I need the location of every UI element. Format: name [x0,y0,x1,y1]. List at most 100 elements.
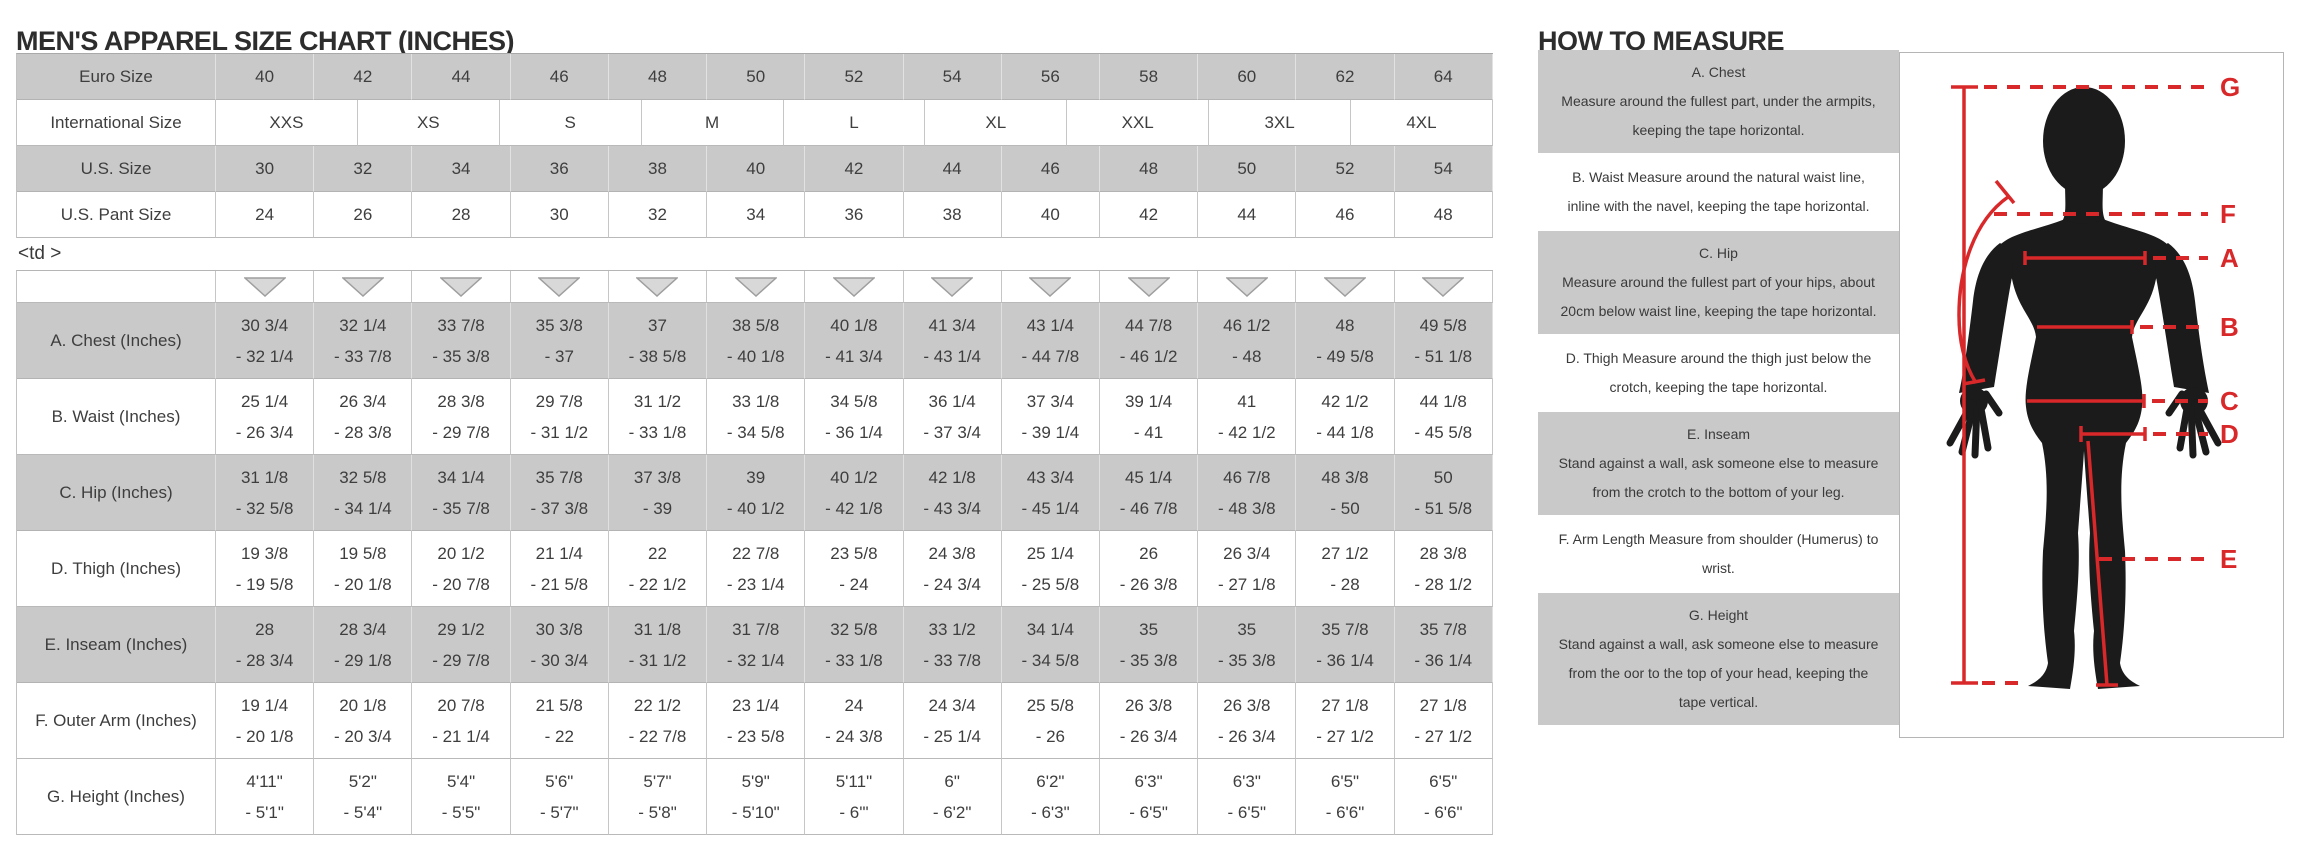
size-cell: 44 [903,146,1002,192]
measure-item-d: D. Thigh Measure around the thigh just b… [1538,336,1899,410]
range-cell: 37 - 38 5/8 [608,303,708,379]
range-cell: 6" - 6'2" [903,759,1002,835]
row-label: U.S. Size [17,146,216,192]
range-from: 26 [1139,543,1159,563]
range-cell: 4'11" - 5'1" [216,759,315,835]
size-conversion-table: Euro Size 40 42 44 46 48 50 52 54 56 58 60 62 64 Inter… [16,53,1493,238]
header-icon-cell [1001,271,1100,303]
range-cell: 34 5/8 - 36 1/4 [805,379,904,455]
size-cell: 3XL [1209,100,1351,146]
size-cell: 36 [510,146,609,192]
range-to: - 45 1/4 [1021,498,1080,518]
range-from: 39 [746,467,766,487]
range-from: 37 3/4 [1026,391,1074,411]
size-cell: 40 [216,54,315,100]
range-from: 32 5/8 [830,619,878,639]
range-cell: 24 3/4 - 25 1/4 [903,683,1002,759]
range-from: 32 5/8 [339,467,387,487]
size-cell: 48 [1099,146,1199,192]
range-cell: 26 3/8 - 26 3/4 [1198,683,1297,759]
range-from: 35 [1139,619,1159,639]
range-to: - 35 7/8 [432,498,490,518]
range-to: - 39 [642,498,673,518]
range-cell: 20 7/8 - 21 1/4 [412,683,511,759]
dashed-guides [1982,85,2210,685]
chevron-down-icon [1127,276,1170,297]
range-from: 37 [648,315,667,335]
header-icon-cell [707,271,806,303]
size-cell: 44 [1198,192,1297,238]
range-to: - 40 1/8 [726,346,785,366]
range-to: - 48 [1232,346,1262,366]
row-label: International Size [17,100,216,146]
range-cell: 33 7/8 - 35 3/8 [412,303,511,379]
range-to: - 28 1/2 [1414,574,1473,594]
measure-item-c: C. Hip Measure around the fullest part o… [1538,231,1899,334]
range-from: 31 1/2 [633,391,682,411]
range-cell: 28 3/4 - 29 1/8 [314,607,413,683]
range-from: 35 3/8 [535,315,583,335]
size-cell: 46 [510,54,609,100]
range-from: 28 3/8 [1419,543,1467,563]
range-from: 43 1/4 [1026,315,1074,335]
range-cell: 27 1/8 - 27 1/2 [1296,683,1395,759]
range-cell: 29 7/8 - 31 1/2 [510,379,609,455]
size-cell: 44 [412,54,511,100]
range-to: - 49 5/8 [1316,346,1374,366]
range-to: - 44 7/8 [1021,346,1080,366]
head [2043,87,2125,195]
range-to: - 5'8" [638,802,677,822]
range-cell: 6'3" - 6'5" [1198,759,1297,835]
range-from: 6'3" [1134,771,1163,791]
range-from: 26 3/8 [1223,695,1271,715]
range-from: 34 1/4 [1026,619,1074,639]
size-cell: 62 [1296,54,1395,100]
range-from: 35 7/8 [535,467,583,487]
chevron-down-icon [440,276,483,297]
range-to: - 36 1/4 [1316,650,1374,670]
range-cell: 39 - 40 1/2 [707,455,806,531]
range-from: 37 3/8 [633,467,682,487]
range-cell: 27 1/8 - 27 1/2 [1394,683,1493,759]
size-cell: 30 [216,146,315,192]
range-cell: 20 1/2 - 20 7/8 [412,531,511,607]
size-cell: L [783,100,926,146]
torso-legs [1998,219,2170,689]
range-cell: 40 1/2 - 42 1/8 [805,455,904,531]
range-from: 6'5" [1429,771,1458,791]
range-from: 26 3/4 [1223,543,1271,563]
range-cell: 36 1/4 - 37 3/4 [903,379,1002,455]
range-from: 33 7/8 [437,315,485,335]
range-from: 24 [844,695,864,715]
range-from: 30 3/4 [240,315,289,335]
range-cell: 26 3/4 - 28 3/8 [314,379,413,455]
range-from: 31 1/8 [240,467,289,487]
range-to: - 27 1/2 [1316,726,1374,746]
range-from: 5'11" [835,771,873,791]
range-cell: 28 - 28 3/4 [216,607,315,683]
range-from: 22 1/2 [633,695,682,715]
size-row-u-s-pant-size: U.S. Pant Size 24 26 28 30 32 34 36 38 40 42 44 46 48 [17,192,1493,238]
range-cell: 42 1/2 - 44 1/8 [1296,379,1395,455]
range-to: - 42 1/2 [1217,422,1276,442]
range-from: 49 5/8 [1419,315,1467,335]
solid-measure-bars [2023,251,2147,442]
chevron-down-icon [734,276,777,297]
header-icon-cell [1394,271,1493,303]
range-cell: 44 7/8 - 46 1/2 [1099,303,1199,379]
chevron-down-icon [1029,276,1072,297]
range-cell: 30 3/4 - 32 1/4 [216,303,315,379]
range-cell: 31 7/8 - 32 1/4 [707,607,806,683]
range-cell: 25 1/4 - 26 3/4 [216,379,315,455]
range-from: 40 1/8 [830,315,878,335]
chevron-down-icon [243,276,286,297]
size-chart-title: MEN'S APPAREL SIZE CHART (INCHES) [16,26,514,57]
stray-td-text: <td > [18,243,62,264]
range-to: - 48 3/8 [1217,498,1276,518]
left-arm [1959,243,2013,393]
range-from: 28 3/4 [339,619,387,639]
range-to: - 26 3/4 [1217,726,1276,746]
range-to: - 22 1/2 [628,574,687,594]
range-cell: 6'5" - 6'6" [1394,759,1493,835]
